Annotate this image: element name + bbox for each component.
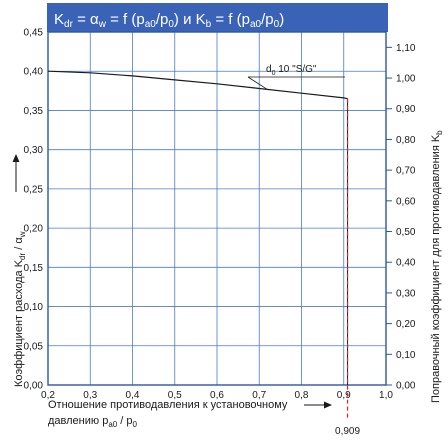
y-right-tick-label: 0,20 — [396, 319, 416, 330]
y-left-tick-label: 0,35 — [24, 106, 44, 117]
y-left-tick-label: 0,40 — [24, 67, 44, 78]
y-right-tick-label: 0,60 — [396, 196, 416, 207]
series-label: d0 10 "S/G" — [266, 64, 317, 77]
series-line — [47, 70, 348, 100]
arrow-head — [12, 154, 20, 162]
plot-border — [47, 31, 387, 386]
series-label-leader — [247, 76, 268, 90]
y-right-axis-label: Поправочный коэффициент для противодавле… — [430, 130, 444, 403]
x-tick-label: 0,4 — [126, 390, 140, 401]
y-left-axis-arrow — [12, 154, 20, 192]
y-left-tick-label: 0,15 — [24, 263, 44, 274]
y-right-tick-labels: 0,00 0,10 0,20 0,30 0,40 0,50 0,60 0,70 0,80 0,90… — [386, 43, 416, 392]
y-right-tick-label: 0,80 — [396, 135, 416, 146]
y-left-tick-label: 0,00 — [24, 381, 44, 392]
title-bar — [47, 3, 388, 32]
x-axis-label-line2: давлению pa0 / p0 — [48, 415, 138, 429]
x-tick-label: 0,7 — [252, 390, 266, 401]
x-axis-label-line1: Отношение противодавления к установочном… — [48, 399, 288, 411]
plot-frame — [47, 31, 387, 386]
y-right-tick-label: 0,30 — [396, 288, 416, 299]
x-tick-label: 0,9 — [337, 390, 351, 401]
y-right-tick-label: 0,10 — [396, 350, 416, 361]
arrow-head — [324, 401, 332, 409]
y-left-tick-label: 0,30 — [24, 145, 44, 156]
x-tick-label: 0,6 — [210, 390, 224, 401]
x-tick-label: 0,2 — [41, 390, 55, 401]
x-axis-arrow — [304, 401, 332, 409]
x-tick-label: 0,5 — [168, 390, 182, 401]
x-tick-label: 0,8 — [295, 390, 309, 401]
y-left-tick-label: 0,45 — [24, 28, 44, 39]
y-right-tick-label: 0,70 — [396, 166, 416, 177]
y-left-tick-labels: 0,00 0,05 0,10 0,15 0,20 0,25 0,30 0,35 0,40 0,45 — [24, 28, 44, 392]
y-left-tick-label: 0,20 — [24, 224, 44, 235]
y-right-tick-label: 0,90 — [396, 104, 416, 115]
y-left-tick-label: 0,05 — [24, 341, 44, 352]
marker-layer: 0,909 — [335, 98, 360, 437]
grid — [47, 31, 387, 386]
chart-title: Kdr = αw = f (pa0/p0) и Kb = f (pa0/p0) — [54, 11, 284, 30]
y-left-tick-label: 0,10 — [24, 302, 44, 313]
y-right-tick-label: 1,10 — [396, 43, 416, 54]
marker-label: 0,909 — [335, 426, 360, 437]
y-right-tick-label: 0,40 — [396, 258, 416, 269]
y-right-tick-label: 0,50 — [396, 227, 416, 238]
series-layer: d0 10 "S/G" — [47, 64, 348, 100]
x-tick-label: 0,3 — [83, 390, 97, 401]
y-left-axis-label: Коэффициент расхода Kdr / αw — [13, 231, 27, 387]
x-tick-labels: 0,2 0,3 0,4 0,5 0,6 0,7 0,8 0,9 1,0 — [41, 390, 393, 401]
y-right-tick-label: 1,00 — [396, 74, 416, 85]
x-tick-label: 1,0 — [379, 390, 393, 401]
y-left-tick-label: 0,25 — [24, 184, 44, 195]
y-right-tick-label: 0,00 — [396, 381, 416, 392]
